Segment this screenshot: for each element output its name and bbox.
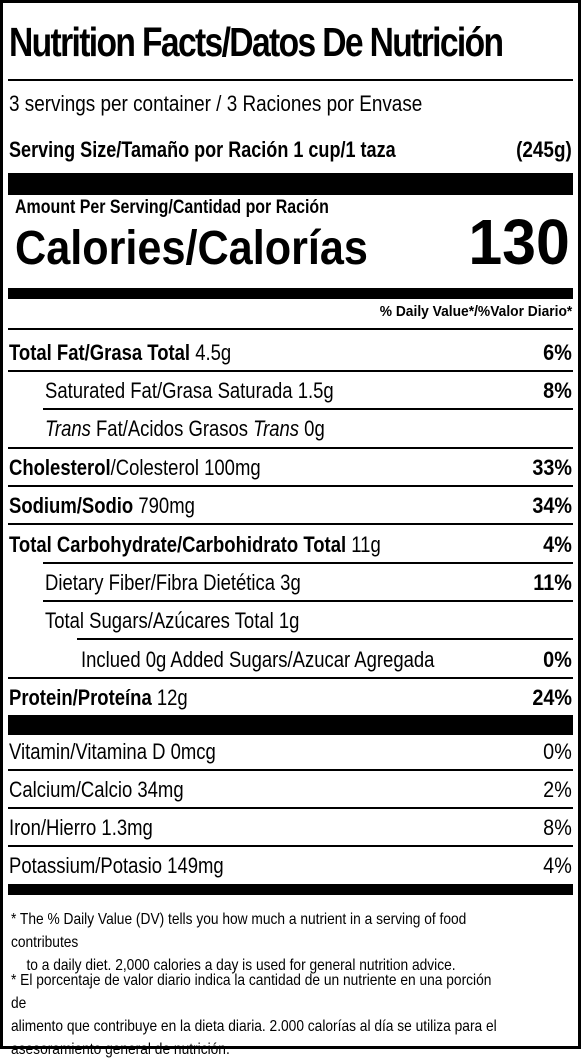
- nutrient-name: Cholesterol: [9, 455, 111, 480]
- daily-value-percent: 0%: [543, 739, 572, 764]
- divider: [43, 600, 573, 602]
- nutrient-name: Potassium/Potasio 149mg: [9, 853, 224, 878]
- daily-value-percent: 8%: [543, 378, 572, 403]
- nutrient-name: Saturated Fat/Grasa Saturada: [45, 378, 293, 403]
- nutrient-row-saturated-fat: Saturated Fat/Grasa Saturada 1.5g 8%: [45, 372, 572, 409]
- nutrient-amount: 0g: [304, 416, 325, 441]
- divider: [8, 807, 573, 809]
- daily-value-percent: 4%: [543, 853, 572, 878]
- vitamin-row-vitamin-d: Vitamin/Vitamina D 0mcg 0%: [9, 733, 572, 770]
- nutrient-amount: 12g: [156, 685, 188, 710]
- divider: [8, 523, 573, 525]
- divider: [43, 408, 573, 410]
- calories-value: 130: [468, 206, 570, 278]
- nutrient-amount: 1.5g: [297, 378, 334, 403]
- daily-value-percent: 0%: [543, 647, 572, 672]
- serving-size-amount: (245g): [516, 137, 572, 162]
- daily-value-percent: 4%: [543, 532, 572, 557]
- divider: [8, 370, 573, 372]
- nutrient-row-sodium: Sodium/Sodio 790mg 34%: [9, 487, 572, 524]
- nutrient-amount: /Colesterol 100mg: [110, 455, 261, 480]
- divider: [43, 562, 573, 564]
- vitamin-row-iron: Iron/Hierro 1.3mg 8%: [9, 809, 572, 846]
- nutrient-name: Inclued 0g Added Sugars/Azucar Agregada: [81, 647, 435, 672]
- nutrient-name: Fat/Acidos Grasos: [96, 416, 249, 441]
- nutrient-name: Total Sugars/Azúcares Total 1g: [45, 608, 300, 633]
- nutrient-row-total-carbohydrate: Total Carbohydrate/Carbohidrato Total 11…: [9, 526, 572, 563]
- nutrient-row-total-sugars: Total Sugars/Azúcares Total 1g: [45, 602, 572, 639]
- nutrient-amount: 4.5g: [195, 340, 232, 365]
- nutrient-row-cholesterol: Cholesterol/Colesterol 100mg 33%: [9, 449, 572, 486]
- nutrient-name: Total Carbohydrate/Carbohidrato Total: [9, 532, 347, 557]
- medium-divider: [8, 884, 573, 895]
- nutrient-name: Sodium/Sodio: [9, 493, 134, 518]
- nutrient-name: Protein/Proteína: [9, 685, 152, 710]
- calories-label: Calories/Calorías: [15, 222, 368, 275]
- nutrient-row-protein: Protein/Proteína 12g 24%: [9, 679, 572, 716]
- trans-word: Trans: [253, 416, 300, 441]
- divider: [8, 845, 573, 847]
- daily-value-header: % Daily Value*/%Valor Diario*: [379, 303, 572, 320]
- medium-divider: [8, 288, 573, 299]
- amount-per-serving: Amount Per Serving/Cantidad por Ración: [15, 197, 329, 218]
- footnote-spanish: * El porcentaje de valor diario indica l…: [11, 969, 510, 1061]
- divider: [8, 447, 573, 449]
- vitamin-row-potassium: Potassium/Potasio 149mg 4%: [9, 847, 572, 884]
- nutrient-amount: 790mg: [138, 493, 195, 518]
- footnote-line: * The % Daily Value (DV) tells you how m…: [11, 911, 467, 951]
- nutrient-row-trans-fat: Trans Fat/Acidos Grasos Trans 0g: [45, 410, 572, 447]
- thick-divider: [8, 715, 573, 735]
- divider: [8, 79, 573, 81]
- divider: [77, 638, 573, 640]
- nutrient-row-added-sugars: Inclued 0g Added Sugars/Azucar Agregada …: [81, 641, 572, 678]
- divider: [8, 769, 573, 771]
- nutrient-name: Vitamin/Vitamina D 0mcg: [9, 739, 216, 764]
- nutrient-name: Iron/Hierro 1.3mg: [9, 815, 153, 840]
- serving-size-row: Serving Size/Tamaño por Ración 1 cup/1 t…: [9, 133, 572, 165]
- serving-size-label: Serving Size/Tamaño por Ración 1 cup/1 t…: [9, 137, 396, 162]
- nutrient-row-total-fat: Total Fat/Grasa Total 4.5g 6%: [9, 334, 572, 371]
- divider: [8, 328, 573, 330]
- footnote-line: to a daily diet. 2,000 calories a day is…: [26, 957, 456, 974]
- footnote-english: * The % Daily Value (DV) tells you how m…: [11, 908, 510, 977]
- footnote-line: alimento que contribuye en la dieta diar…: [11, 1018, 497, 1035]
- vitamin-row-calcium: Calcium/Calcio 34mg 2%: [9, 771, 572, 808]
- daily-value-percent: 8%: [543, 815, 572, 840]
- nutrient-row-dietary-fiber: Dietary Fiber/Fibra Dietética 3g 11%: [45, 564, 572, 601]
- servings-per-container: 3 servings per container / 3 Raciones po…: [9, 91, 423, 116]
- daily-value-percent: 34%: [532, 493, 572, 518]
- nutrient-amount: 11g: [351, 532, 381, 557]
- label-title: Nutrition Facts/Datos De Nutrición: [9, 19, 504, 65]
- daily-value-percent: 2%: [543, 777, 572, 802]
- daily-value-percent: 6%: [543, 340, 572, 365]
- footnote-line: asesoramiento general de nutrición.: [11, 1041, 230, 1058]
- daily-value-percent: 24%: [532, 685, 572, 710]
- trans-word: Trans: [45, 416, 91, 441]
- daily-value-percent: 11%: [533, 570, 572, 595]
- thick-divider: [8, 173, 573, 195]
- divider: [8, 485, 573, 487]
- footnote-line: * El porcentaje de valor diario indica l…: [11, 972, 492, 1012]
- nutrient-name: Dietary Fiber/Fibra Dietética 3g: [45, 570, 301, 595]
- divider: [8, 677, 573, 679]
- daily-value-percent: 33%: [532, 455, 572, 480]
- nutrient-name: Calcium/Calcio 34mg: [9, 777, 184, 802]
- nutrient-name: Total Fat/Grasa Total: [9, 340, 191, 365]
